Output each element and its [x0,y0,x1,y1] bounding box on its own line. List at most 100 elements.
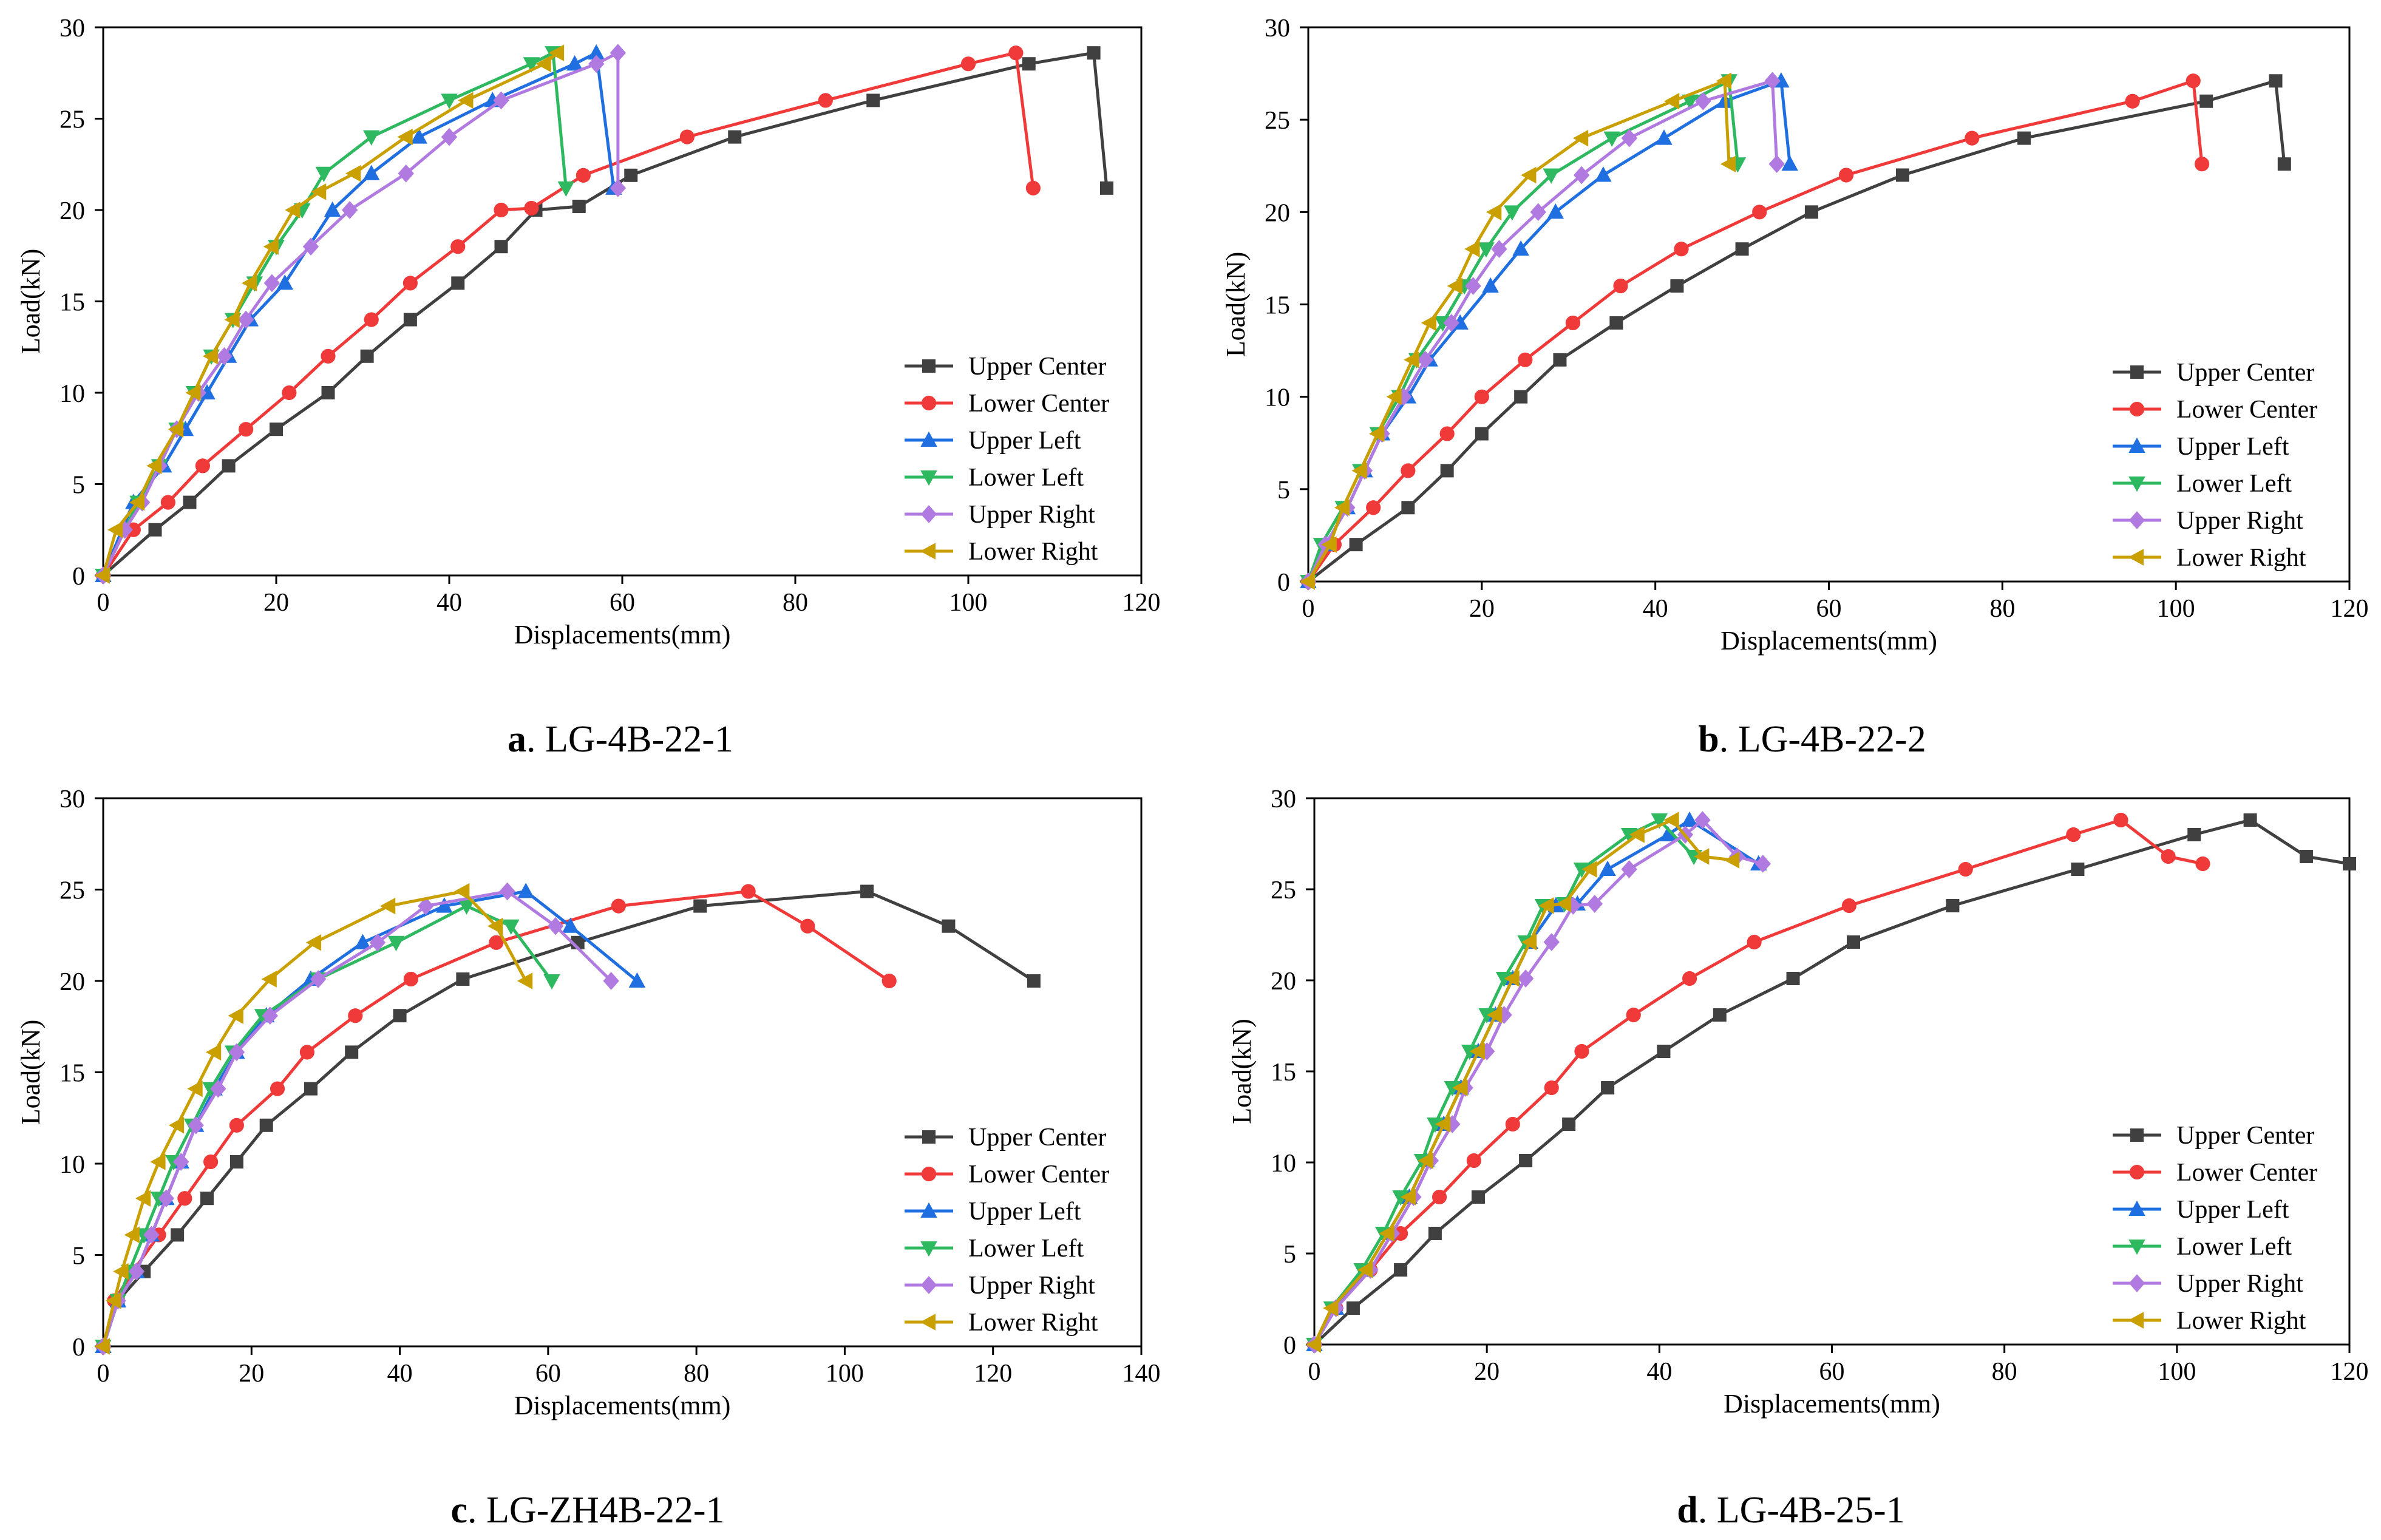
series-line-upper-right [101,51,620,577]
x-tick-label: 80 [684,1360,709,1388]
data-point-upper-left [1656,129,1673,145]
data-point-upper-right [302,237,319,256]
data-point-lower-center [1401,463,1416,478]
y-tick-label: 10 [1271,1150,1296,1178]
y-tick-label: 0 [1283,1332,1296,1360]
legend-label-upper-center: Upper Center [2176,359,2314,387]
data-point-lower-left [523,57,540,73]
x-axis-title: Displacements(mm) [1724,1389,1940,1419]
data-point-lower-center [960,56,976,72]
series-line-lower-center [101,51,1035,577]
data-point-lower-right [1323,1300,1339,1317]
data-point-lower-right [263,238,279,255]
data-point-lower-right [106,1292,121,1309]
series-line-upper-right [1306,79,1779,583]
data-point-lower-center [524,200,539,216]
data-point-lower-center [1574,1043,1589,1059]
chart-panel-a: a. LG-4B-22-1 0 20 40 60 80 100 120 0 5 10 15 20 25 3… [16,15,1161,760]
data-point-lower-center [2113,812,2128,828]
data-point-upper-center [1946,899,1960,912]
x-tick-label: 0 [97,589,110,617]
plot-frame [1307,26,2351,583]
data-point-lower-right [458,92,474,109]
data-point-lower-right [107,521,123,538]
legend-marker-lower-left [2128,477,2145,492]
data-point-lower-center [1626,1007,1641,1023]
data-point-lower-center [2194,157,2210,172]
data-point-lower-center [348,1008,363,1023]
data-point-lower-center [282,385,297,401]
x-tick-label: 40 [1646,1358,1672,1386]
legend-marker-upper-right [2128,511,2145,529]
data-point-upper-center [393,1009,407,1023]
data-point-upper-center [360,349,374,363]
data-point-upper-right [237,310,254,329]
data-point-upper-left [566,55,583,71]
data-point-lower-left [1478,242,1495,258]
chart-panel-b: b. LG-4B-22-2 0 20 40 60 80 100 120 0 5 10 15 20 25 3… [1221,15,2369,760]
x-tick-label: 60 [610,589,635,617]
y-axis-title: Load(kN) [1221,252,1251,358]
series-line-upper-center [1307,79,2286,583]
data-point-upper-center [1657,1045,1671,1058]
data-point-upper-right [158,1189,175,1208]
y-tick-label: 15 [59,1060,85,1088]
legend-marker-upper-center [922,359,936,373]
data-point-lower-left [1682,94,1699,110]
data-point-upper-center [572,199,586,213]
data-point-upper-center [1601,1081,1615,1094]
data-point-lower-center [450,239,466,254]
data-point-lower-right [1351,462,1367,480]
legend-label-upper-center: Upper Center [968,1124,1106,1152]
data-point-upper-right [188,1116,204,1135]
data-point-lower-left [458,899,475,915]
data-point-lower-right [187,1080,203,1097]
y-axis-title: Load(kN) [1227,1019,1257,1124]
y-tick-label: 15 [1265,292,1290,320]
data-point-lower-center [195,458,210,473]
data-point-upper-center [2243,813,2257,827]
data-point-lower-center [203,1154,219,1170]
legend-label-upper-left: Upper Left [968,1198,1081,1226]
data-point-upper-left [436,897,453,913]
legend-marker-lower-right [2128,549,2144,566]
data-point-lower-left [1478,1008,1495,1024]
data-point-upper-right [1694,811,1711,829]
data-point-lower-left [1504,205,1521,221]
y-tick-label: 25 [1271,877,1296,904]
data-point-upper-center [1349,538,1363,552]
panel-caption-d: d. LG-4B-25-1 [1677,1490,1904,1531]
series-line-upper-left [101,51,616,576]
data-point-upper-right [1530,203,1546,222]
data-point-lower-center [576,168,591,183]
data-point-lower-right [1418,1152,1433,1169]
data-point-lower-right [241,274,257,292]
data-point-lower-center [611,898,626,914]
x-axis-title: Displacements(mm) [514,1391,731,1420]
data-point-lower-right [1452,1079,1468,1096]
data-point-lower-left [1392,1190,1409,1206]
legend-marker-upper-right [920,1276,937,1294]
data-point-lower-right [1400,1189,1416,1206]
data-point-upper-center [345,1045,359,1059]
data-point-upper-center [2017,131,2031,145]
x-tick-label: 120 [2331,1358,2369,1386]
data-point-upper-center [1394,1263,1408,1277]
data-point-upper-right [1621,129,1637,148]
data-point-upper-center [2343,857,2356,870]
y-tick-label: 25 [1265,107,1290,135]
data-point-lower-right [129,494,144,511]
data-point-upper-center [2071,863,2085,876]
x-tick-label: 80 [1992,1358,2017,1386]
data-point-upper-right [210,1079,226,1098]
data-point-upper-center [1735,242,1749,256]
x-tick-label: 40 [436,589,462,617]
data-point-upper-left [1595,166,1612,182]
legend-label-lower-center: Lower Center [968,1161,1109,1189]
data-point-lower-center [1518,352,1533,367]
data-point-lower-left [1427,1118,1444,1133]
legend-marker-lower-right [920,1314,936,1331]
data-point-upper-right [1543,933,1560,951]
data-point-upper-right [1768,155,1785,174]
legend-label-upper-right: Upper Right [968,501,1095,529]
